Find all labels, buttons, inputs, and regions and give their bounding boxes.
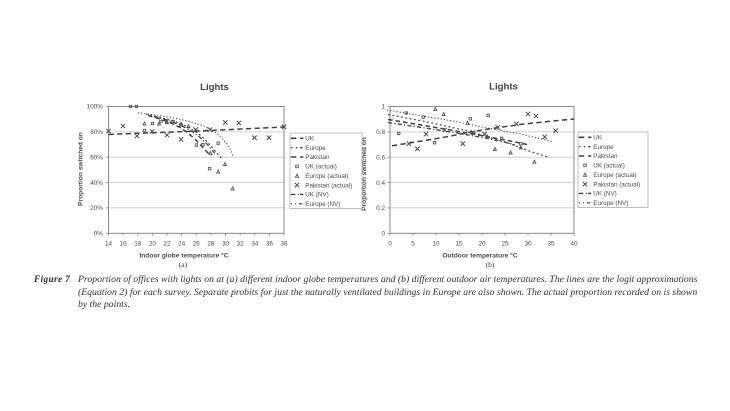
svg-text:0.4: 0.4 (376, 180, 385, 187)
svg-text:100%: 100% (87, 104, 104, 111)
svg-text:14: 14 (105, 241, 113, 248)
svg-text:Outdoor temperature °C: Outdoor temperature °C (442, 252, 517, 260)
svg-text:Europe (actual): Europe (actual) (593, 172, 636, 179)
svg-text:20: 20 (149, 241, 157, 248)
svg-text:1: 1 (381, 104, 385, 111)
svg-text:UK (NV): UK (NV) (593, 191, 616, 198)
svg-text:10: 10 (432, 241, 440, 248)
svg-text:UK (actual): UK (actual) (593, 163, 625, 170)
svg-text:18: 18 (134, 241, 142, 248)
svg-text:UK (NV): UK (NV) (305, 192, 328, 199)
svg-text:Europe: Europe (593, 144, 614, 151)
svg-text:0.8: 0.8 (376, 129, 385, 136)
svg-text:Pakistan: Pakistan (593, 153, 618, 160)
svg-text:Lights: Lights (489, 82, 518, 93)
svg-text:Pakistan: Pakistan (305, 154, 330, 161)
svg-text:80%: 80% (90, 129, 103, 136)
svg-text:30: 30 (222, 241, 230, 248)
svg-text:25: 25 (501, 241, 509, 248)
svg-text:40%: 40% (90, 180, 103, 187)
svg-text:36: 36 (266, 241, 274, 248)
svg-text:30: 30 (524, 241, 532, 248)
svg-text:Lights: Lights (200, 82, 229, 93)
svg-text:Pakistan (actual): Pakistan (actual) (305, 182, 352, 189)
svg-text:35: 35 (547, 241, 555, 248)
svg-text:0.2: 0.2 (376, 205, 385, 212)
svg-text:(a): (a) (179, 260, 188, 269)
svg-text:0.6: 0.6 (376, 154, 385, 161)
svg-text:16: 16 (120, 241, 128, 248)
svg-text:Proportion switched on: Proportion switched on (78, 132, 85, 206)
svg-text:26: 26 (193, 241, 201, 248)
svg-text:UK: UK (305, 136, 315, 143)
svg-text:20: 20 (478, 241, 486, 248)
svg-text:34: 34 (251, 241, 259, 248)
svg-text:UK: UK (593, 135, 603, 142)
svg-text:Europe (NV): Europe (NV) (305, 201, 340, 208)
svg-text:24: 24 (178, 241, 186, 248)
svg-text:15: 15 (455, 241, 463, 248)
svg-text:22: 22 (163, 241, 171, 248)
svg-text:38: 38 (280, 241, 288, 248)
svg-text:Pakistan (actual): Pakistan (actual) (593, 181, 640, 188)
svg-text:(b): (b) (486, 260, 495, 269)
svg-text:20%: 20% (90, 205, 103, 212)
svg-text:Proportion switched on: Proportion switched on (361, 137, 368, 211)
svg-text:0: 0 (388, 241, 392, 248)
svg-text:Europe (NV): Europe (NV) (593, 200, 628, 207)
svg-text:Indoor globe temperature °C: Indoor globe temperature °C (139, 252, 228, 260)
svg-text:0: 0 (381, 231, 385, 238)
svg-text:40: 40 (570, 241, 578, 248)
svg-text:28: 28 (207, 241, 215, 248)
svg-text:5: 5 (411, 241, 415, 248)
svg-text:60%: 60% (90, 154, 103, 161)
svg-text:Europe: Europe (305, 145, 326, 152)
svg-text:0%: 0% (94, 231, 104, 238)
svg-text:Europe (actual): Europe (actual) (305, 173, 348, 180)
svg-text:32: 32 (237, 241, 245, 248)
svg-text:UK (actual): UK (actual) (305, 164, 337, 171)
